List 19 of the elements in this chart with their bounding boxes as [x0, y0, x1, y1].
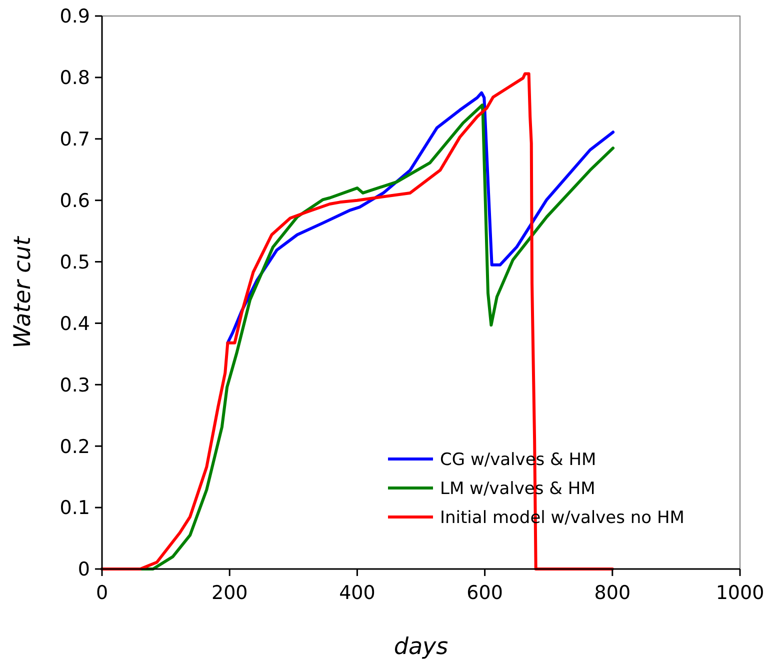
x-tick-label: 600 [466, 582, 503, 604]
y-tick-label: 0.7 [60, 128, 90, 151]
y-tick-label: 0.8 [60, 67, 90, 90]
y-tick-label: 0.1 [60, 497, 90, 520]
x-tick-label: 200 [211, 582, 248, 604]
y-tick-label: 0.5 [60, 251, 90, 274]
x-tick-label: 400 [339, 582, 376, 604]
x-tick-label: 0 [96, 582, 108, 604]
y-tick-label: 0.6 [60, 190, 90, 212]
line-series [226, 91, 615, 344]
x-tick-label: 800 [594, 582, 631, 604]
y-tick-label: 0.2 [60, 436, 90, 458]
y-tick-label: 0 [78, 558, 90, 581]
x-tick-label: 1000 [716, 582, 764, 604]
y-tick-label: 0.4 [60, 312, 90, 335]
x-axis-title: days [394, 634, 448, 660]
y-tick-label: 0.9 [60, 6, 90, 28]
y-axis-title: Water cut [10, 236, 36, 348]
y-tick-label: 0.3 [60, 374, 90, 396]
